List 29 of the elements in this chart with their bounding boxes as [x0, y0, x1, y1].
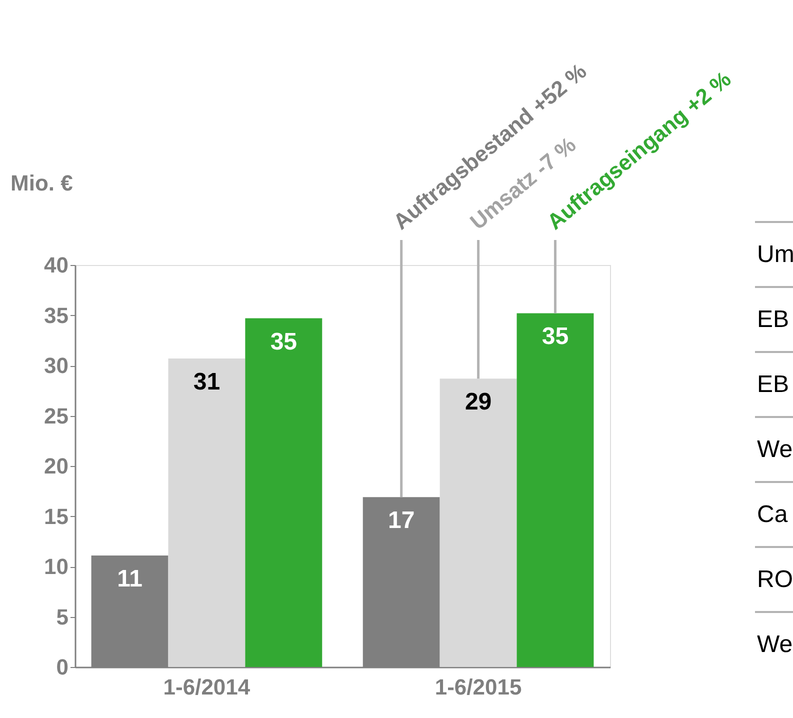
y-tick-label: 5 [56, 604, 68, 630]
y-tick-label: 40 [44, 252, 68, 278]
y-axis-title: Mio. € [10, 170, 73, 196]
data-label: 11 [117, 565, 142, 592]
x-tick-label: 1-6/2015 [434, 674, 522, 700]
data-label: 17 [388, 507, 415, 534]
y-tick-label: 30 [44, 353, 68, 378]
y-tick-label: 10 [44, 554, 68, 579]
y-tick-label: 35 [44, 302, 68, 328]
text: We [757, 436, 793, 463]
data-label: 35 [542, 323, 569, 350]
y-tick-label: 25 [44, 403, 68, 428]
text: EB [757, 371, 790, 398]
data-label: 35 [270, 328, 298, 356]
text: EB [757, 306, 790, 333]
x-tick-label: 1-6/2014 [163, 674, 251, 700]
text: We [757, 631, 793, 658]
bar [168, 358, 246, 667]
bar [440, 378, 517, 667]
y-tick-label: 20 [44, 454, 68, 478]
y-tick-label: 0 [56, 654, 68, 680]
bar [516, 313, 594, 667]
bar [245, 318, 322, 667]
text: RO [757, 566, 793, 593]
text: Um [757, 241, 793, 268]
y-tick-label: 15 [44, 504, 68, 529]
data-label: 31 [193, 368, 220, 396]
data-label: 29 [464, 388, 492, 416]
text: Ca [757, 501, 788, 528]
